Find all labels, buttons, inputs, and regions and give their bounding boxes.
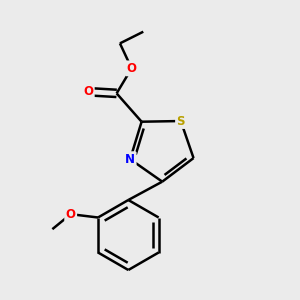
Text: O: O: [83, 85, 93, 98]
Text: O: O: [66, 208, 76, 221]
Text: S: S: [176, 115, 185, 128]
Text: N: N: [125, 153, 135, 166]
Text: O: O: [127, 62, 136, 75]
